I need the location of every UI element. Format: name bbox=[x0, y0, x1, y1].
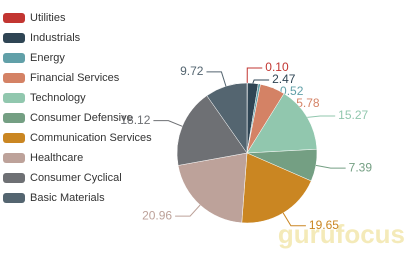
value-label: 7.39 bbox=[349, 160, 373, 174]
value-label: 18.12 bbox=[120, 113, 150, 127]
pie-slice bbox=[177, 152, 248, 224]
legend-label[interactable]: Technology bbox=[30, 92, 86, 104]
value-label: 15.27 bbox=[338, 108, 368, 122]
value-label: 19.65 bbox=[309, 218, 339, 232]
leader-line bbox=[252, 79, 270, 84]
legend-marker[interactable] bbox=[3, 33, 25, 43]
legend-marker[interactable] bbox=[3, 193, 25, 203]
value-label: 5.78 bbox=[296, 96, 320, 110]
pie-slice bbox=[176, 95, 248, 166]
legend-marker[interactable] bbox=[3, 13, 25, 23]
legend-label[interactable]: Healthcare bbox=[30, 152, 83, 164]
legend-marker[interactable] bbox=[3, 133, 25, 143]
legend-marker[interactable] bbox=[3, 173, 25, 183]
legend-label[interactable]: Consumer Cyclical bbox=[30, 172, 122, 184]
leader-line bbox=[175, 204, 201, 217]
legend-label[interactable]: Basic Materials bbox=[30, 192, 105, 204]
watermark: gurufocus bbox=[278, 219, 405, 249]
legend-label[interactable]: Communication Services bbox=[30, 132, 152, 144]
leader-line bbox=[307, 115, 336, 118]
legend-label[interactable]: Utilities bbox=[30, 12, 66, 24]
value-label: 2.47 bbox=[272, 72, 296, 86]
value-label: 0.10 bbox=[265, 60, 289, 74]
value-label: 9.72 bbox=[180, 64, 204, 78]
legend-marker[interactable] bbox=[3, 153, 25, 163]
pie-slice bbox=[206, 82, 248, 154]
legend-label[interactable]: Energy bbox=[30, 52, 65, 64]
legend-marker[interactable] bbox=[3, 93, 25, 103]
legend-label[interactable]: Consumer Defensive bbox=[30, 112, 133, 124]
legend-marker[interactable] bbox=[3, 73, 25, 83]
pie-slice bbox=[246, 93, 318, 154]
leader-line bbox=[153, 120, 183, 127]
leader-line bbox=[315, 164, 346, 169]
legend-marker[interactable] bbox=[3, 113, 25, 123]
value-label: 20.96 bbox=[142, 208, 172, 222]
legend-marker[interactable] bbox=[3, 53, 25, 63]
leader-line bbox=[246, 67, 263, 84]
pie-slice bbox=[241, 152, 312, 224]
legend-label[interactable]: Industrials bbox=[30, 32, 81, 44]
leader-line bbox=[282, 212, 306, 227]
legend-label[interactable]: Financial Services bbox=[30, 72, 120, 84]
leader-line bbox=[206, 71, 227, 87]
